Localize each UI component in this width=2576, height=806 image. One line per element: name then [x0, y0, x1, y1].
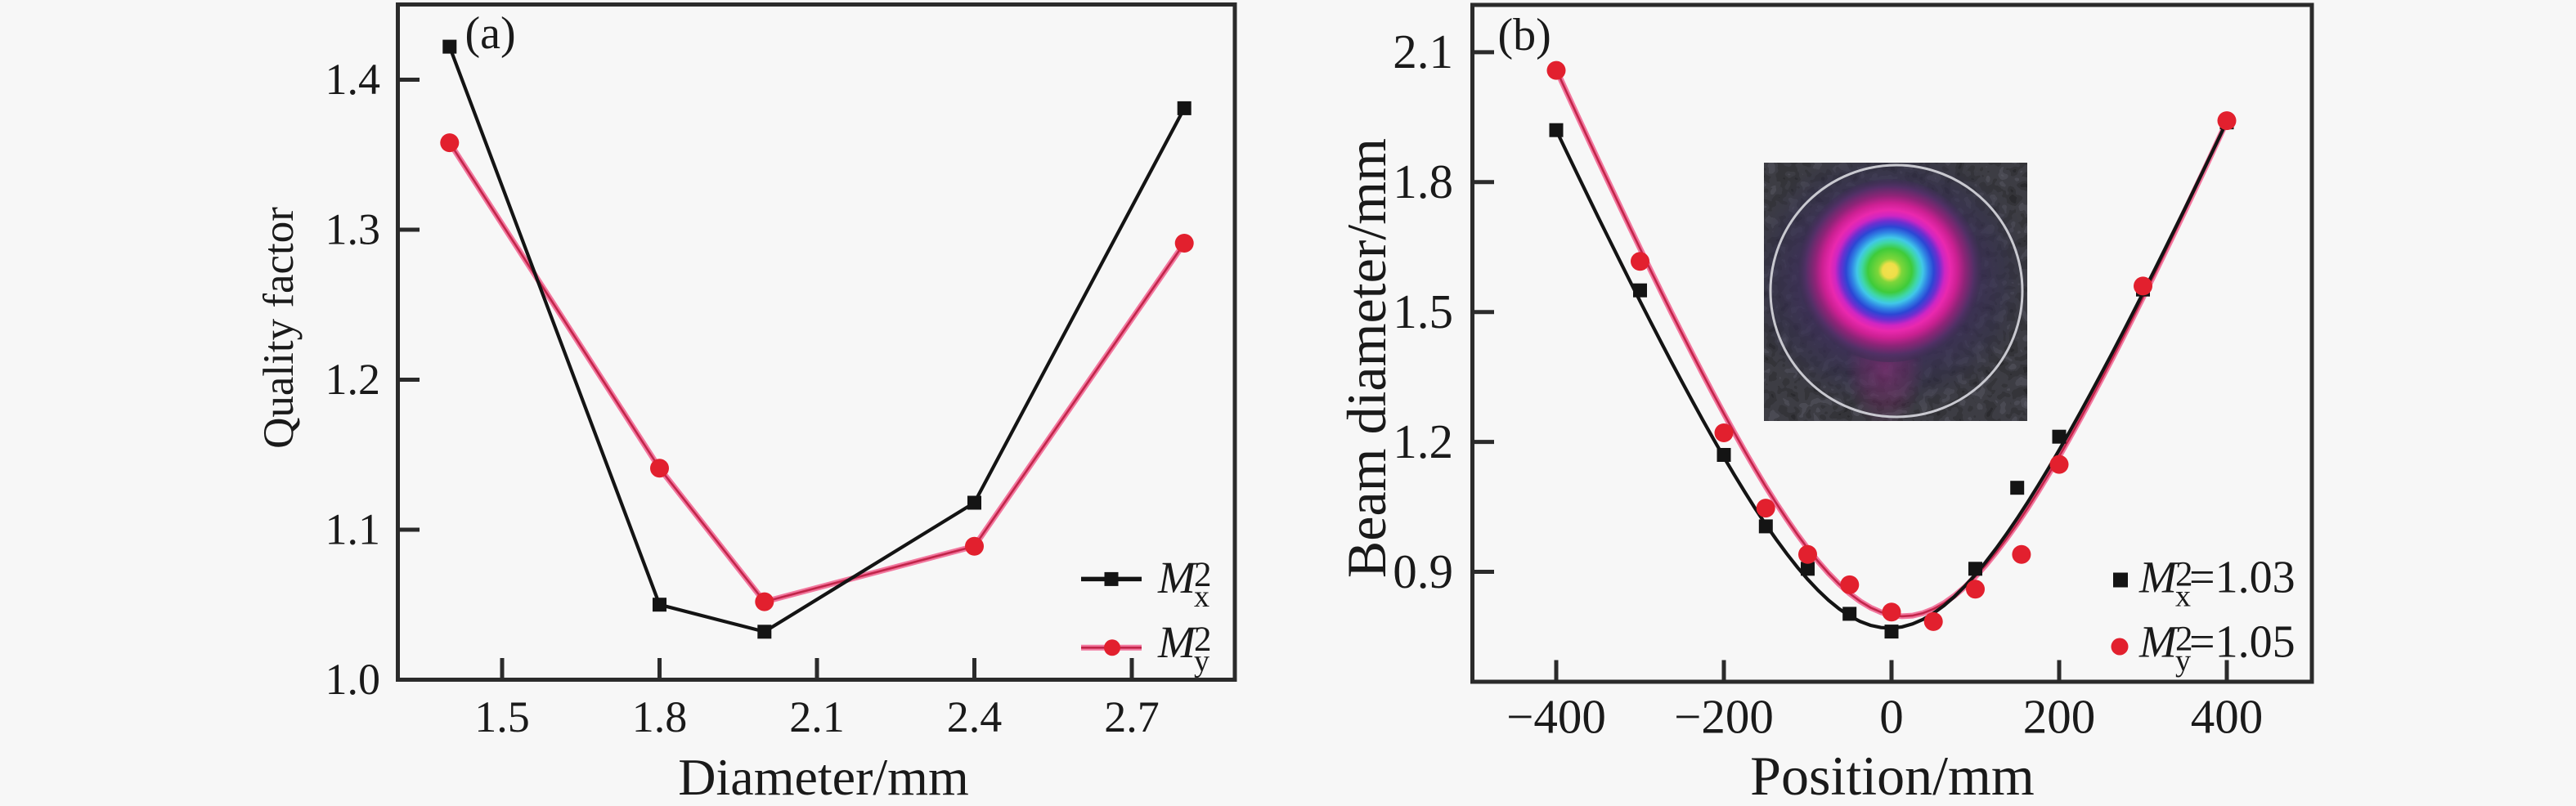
svg-text:−400: −400 [1506, 690, 1606, 744]
svg-text:2: 2 [2175, 556, 2193, 594]
svg-text:2.1: 2.1 [1393, 25, 1453, 78]
svg-text:2.7: 2.7 [1104, 692, 1160, 741]
svg-text:=1.05: =1.05 [2189, 617, 2296, 668]
svg-text:Beam diameter/mm: Beam diameter/mm [1335, 138, 1398, 578]
svg-text:−200: −200 [1674, 690, 1774, 744]
svg-text:1.2: 1.2 [1393, 414, 1453, 468]
svg-text:1.2: 1.2 [325, 355, 381, 404]
svg-text:2: 2 [1194, 620, 1212, 659]
svg-text:1.8: 1.8 [1393, 154, 1453, 208]
svg-text:Position/mm: Position/mm [1750, 745, 2035, 806]
svg-text:M: M [1157, 553, 1198, 602]
svg-text:200: 200 [2023, 690, 2096, 744]
svg-text:2: 2 [1194, 556, 1212, 594]
svg-text:M: M [2138, 553, 2179, 602]
svg-text:M: M [1157, 617, 1198, 667]
svg-text:1.5: 1.5 [1393, 284, 1453, 338]
svg-text:Diameter/mm: Diameter/mm [678, 748, 968, 806]
svg-text:=1.03: =1.03 [2189, 553, 2296, 603]
svg-text:1.1: 1.1 [325, 505, 381, 554]
svg-text:400: 400 [2191, 690, 2264, 744]
svg-text:1.8: 1.8 [632, 692, 688, 741]
svg-text:1.4: 1.4 [325, 55, 381, 104]
svg-text:1.3: 1.3 [325, 205, 381, 254]
svg-text:y: y [2175, 644, 2191, 678]
svg-text:2.4: 2.4 [947, 692, 1003, 741]
svg-text:(a): (a) [465, 8, 516, 59]
svg-text:0.9: 0.9 [1393, 544, 1453, 598]
svg-text:0: 0 [1879, 690, 1904, 744]
svg-text:x: x [1194, 580, 1209, 614]
svg-text:2.1: 2.1 [789, 692, 845, 741]
svg-text:M: M [2138, 617, 2179, 667]
svg-text:x: x [2175, 580, 2191, 614]
svg-text:Quality factor: Quality factor [255, 207, 303, 449]
svg-text:1.0: 1.0 [325, 655, 381, 704]
svg-text:(b): (b) [1498, 10, 1551, 60]
svg-text:1.5: 1.5 [474, 692, 530, 741]
svg-text:2: 2 [2175, 620, 2193, 659]
svg-text:y: y [1194, 644, 1209, 678]
